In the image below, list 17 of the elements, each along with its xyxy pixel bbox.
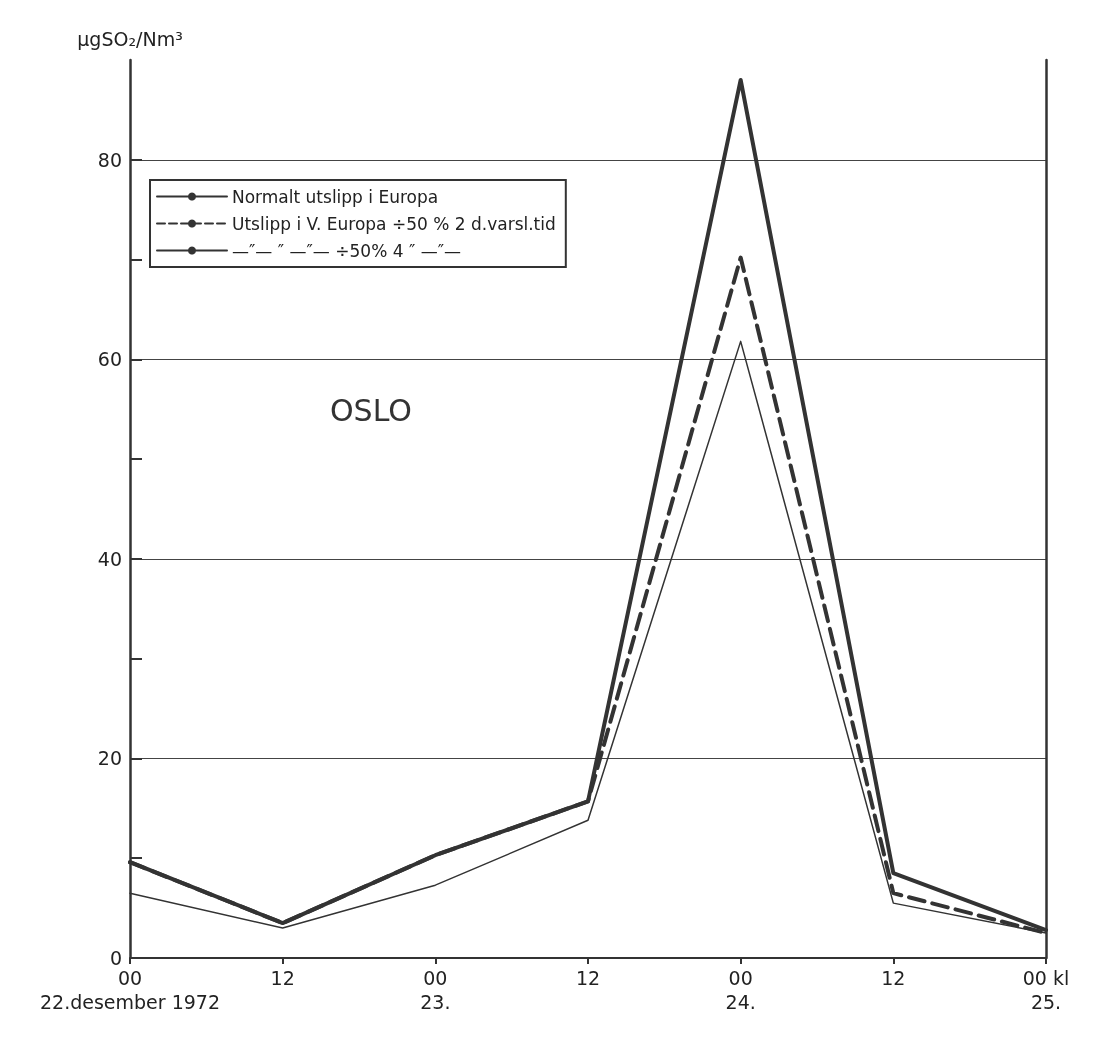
y-tick-label: 80 bbox=[97, 148, 122, 171]
legend-label: Utslipp i V. Europa ÷50 % 2 d.varsl.tid bbox=[232, 213, 556, 234]
legend-label: —″— ″ —″— ÷50% 4 ″ —″— bbox=[232, 240, 462, 261]
x-tick-label: 00 23. bbox=[420, 967, 451, 1013]
x-tick-label: 12 bbox=[575, 967, 601, 989]
y-tick-label: 60 bbox=[97, 348, 122, 371]
y-tick-label: 0 bbox=[109, 947, 122, 969]
y-axis-title: μgSO₂/Nm³ bbox=[77, 27, 183, 50]
annotation: OSLO bbox=[330, 392, 412, 428]
y-tick-label: 40 bbox=[97, 547, 122, 570]
x-tick-label: 12 bbox=[881, 967, 906, 989]
x-tick-label: 00 22.desember 1972 bbox=[39, 967, 221, 1013]
x-tick-label: 12 bbox=[270, 967, 295, 989]
legend-label: Normalt utslipp i Europa bbox=[232, 186, 439, 207]
x-tick-label: 00 24. bbox=[725, 967, 756, 1013]
y-tick-label: 20 bbox=[97, 747, 122, 770]
x-tick-label: 00 kl 25. bbox=[1022, 967, 1070, 1013]
